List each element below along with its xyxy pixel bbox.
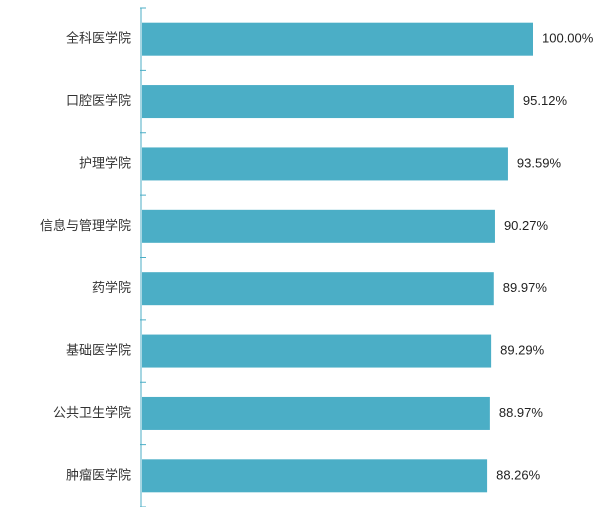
bar-3 — [142, 209, 495, 243]
category-label: 公共卫生学院 — [53, 405, 131, 421]
category-label: 口腔医学院 — [66, 93, 131, 109]
bar-4 — [142, 272, 494, 306]
bar-1 — [142, 85, 514, 119]
value-label: 88.26% — [496, 467, 541, 482]
value-label: 95.12% — [523, 93, 568, 108]
bar-0 — [142, 22, 533, 56]
category-label: 全科医学院 — [66, 31, 131, 47]
category-label: 基础医学院 — [66, 343, 131, 359]
value-label: 100.00% — [542, 31, 594, 46]
bar-2 — [142, 147, 508, 181]
value-label: 89.29% — [500, 343, 545, 358]
value-label: 88.97% — [499, 405, 544, 420]
category-label: 肿瘤医学院 — [66, 467, 131, 483]
bar-6 — [142, 396, 490, 430]
category-label: 药学院 — [92, 280, 131, 296]
value-label: 93.59% — [517, 155, 562, 170]
bar-7 — [142, 459, 488, 493]
value-label: 89.97% — [503, 280, 548, 295]
bar-5 — [142, 334, 492, 368]
category-label: 信息与管理学院 — [40, 218, 131, 234]
category-label: 护理学院 — [79, 155, 131, 171]
value-label: 90.27% — [504, 218, 549, 233]
